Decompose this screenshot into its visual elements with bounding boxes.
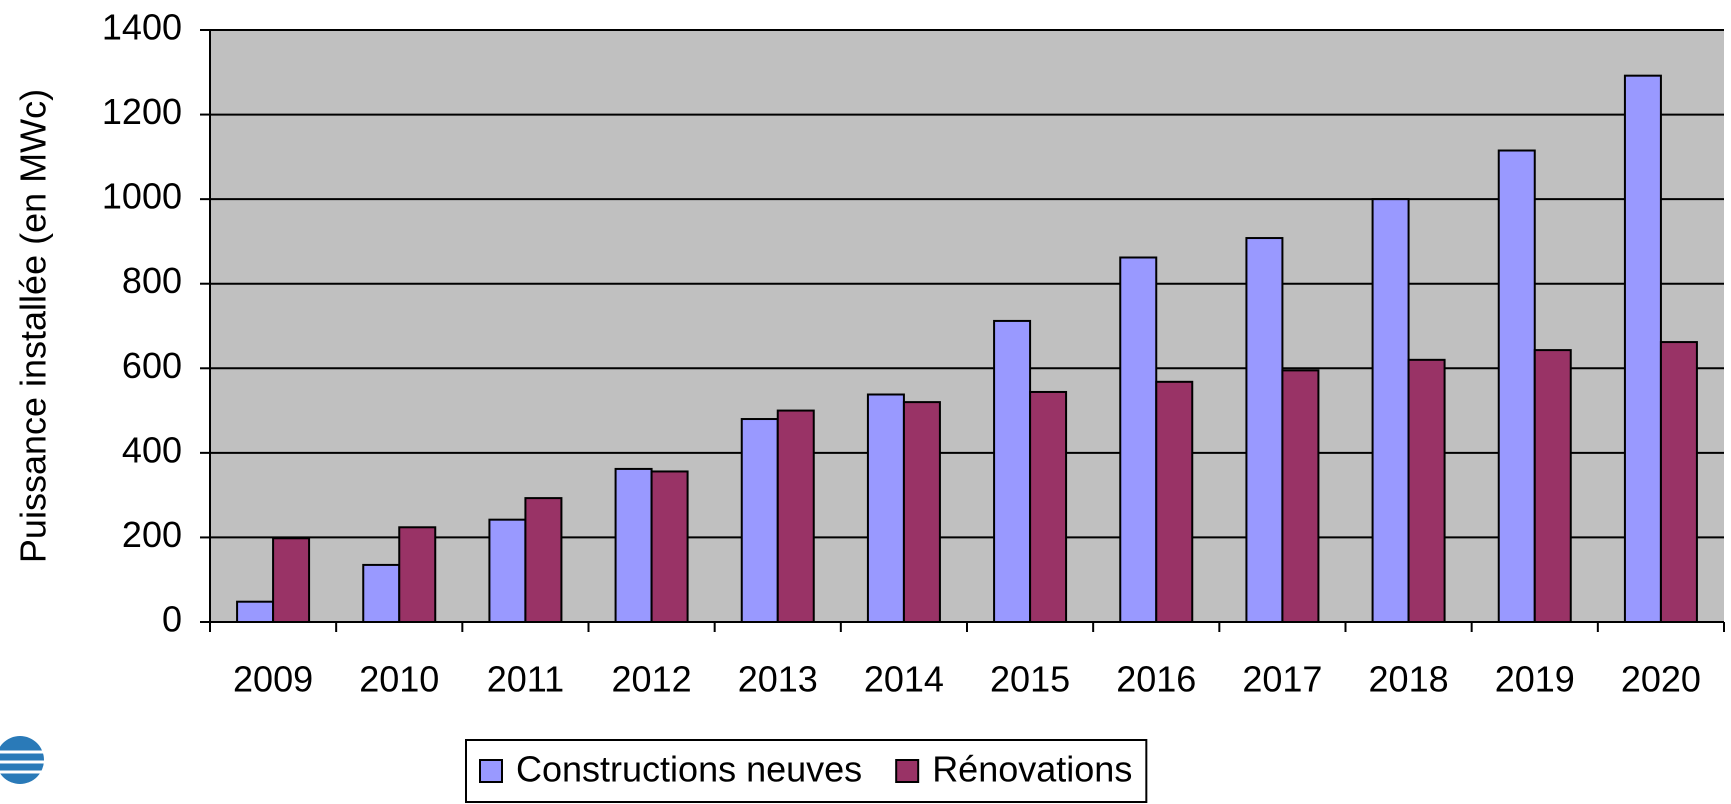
y-axis-label: Puissance installée (en MWc) (13, 89, 54, 563)
y-tick-label: 400 (122, 429, 182, 470)
x-tick-label: 2018 (1369, 659, 1449, 700)
logo (0, 726, 44, 798)
x-tick-label: 2020 (1621, 659, 1701, 700)
legend-box (465, 739, 1148, 803)
bar (1659, 341, 1698, 623)
x-tick-label: 2016 (1116, 659, 1196, 700)
bar (488, 518, 527, 624)
y-tick-label: 1400 (102, 7, 182, 48)
bar (1281, 369, 1320, 623)
legend-swatch (479, 759, 503, 783)
x-tick-label: 2014 (864, 659, 944, 700)
bar (1371, 198, 1410, 623)
x-tick-label: 2019 (1495, 659, 1575, 700)
y-tick-label: 200 (122, 514, 182, 555)
bar (1119, 256, 1158, 623)
bar (902, 401, 941, 623)
y-tick-label: 0 (162, 599, 182, 640)
x-tick-label: 2012 (612, 659, 692, 700)
bar (524, 497, 563, 623)
x-tick-label: 2013 (738, 659, 818, 700)
x-tick-label: 2010 (359, 659, 439, 700)
bar (362, 563, 401, 624)
bar (650, 470, 689, 623)
bar (1623, 74, 1662, 623)
bar (1245, 237, 1284, 623)
legend-label: Constructions neuves (516, 749, 862, 790)
bar (993, 319, 1032, 623)
bar (272, 537, 311, 624)
y-tick-label: 1000 (102, 176, 182, 217)
bar (776, 409, 815, 624)
bar (236, 600, 275, 624)
x-tick-label: 2017 (1242, 659, 1322, 700)
bar (1497, 149, 1536, 623)
bar (1029, 390, 1068, 624)
x-tick-label: 2009 (233, 659, 313, 700)
legend-label: Rénovations (932, 749, 1132, 790)
x-tick-label: 2015 (990, 659, 1070, 700)
bar (398, 526, 437, 624)
bar (1155, 380, 1194, 623)
bar (1407, 358, 1446, 623)
bar (866, 393, 905, 624)
y-tick-label: 1200 (102, 91, 182, 132)
x-tick-label: 2011 (487, 659, 564, 700)
legend-swatch (895, 759, 920, 783)
bar (1533, 349, 1572, 623)
bar (740, 418, 779, 623)
y-tick-label: 600 (122, 345, 182, 386)
bar (614, 467, 653, 623)
plot-area (210, 30, 1724, 622)
y-tick-label: 800 (122, 260, 182, 301)
